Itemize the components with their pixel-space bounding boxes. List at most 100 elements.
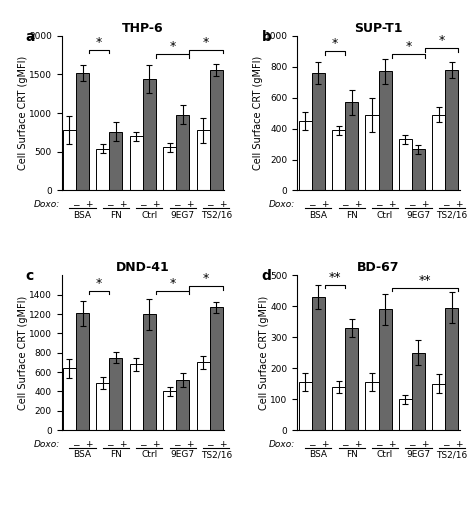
Bar — [76, 313, 89, 430]
Bar — [399, 139, 412, 190]
Text: −: − — [139, 440, 146, 449]
Bar — [96, 148, 109, 190]
Text: FN: FN — [110, 210, 122, 220]
Text: *: * — [405, 40, 411, 53]
Text: Doxo:: Doxo: — [34, 201, 60, 209]
Text: *: * — [170, 277, 176, 290]
Bar — [197, 130, 210, 190]
Y-axis label: Cell Surface CRT (gMFI): Cell Surface CRT (gMFI) — [259, 295, 269, 410]
Text: +: + — [152, 201, 160, 209]
Bar — [332, 387, 345, 430]
Bar — [96, 383, 109, 430]
Bar — [210, 307, 223, 430]
Bar — [446, 70, 458, 190]
Text: −: − — [106, 440, 113, 449]
Text: −: − — [72, 440, 80, 449]
Text: −: − — [308, 440, 315, 449]
Bar — [176, 380, 190, 430]
Text: +: + — [219, 440, 227, 449]
Text: −: − — [173, 440, 180, 449]
Text: −: − — [341, 440, 349, 449]
Bar — [76, 73, 89, 190]
Text: 9EG7: 9EG7 — [171, 450, 195, 459]
Text: −: − — [375, 440, 382, 449]
Text: TS2/16: TS2/16 — [437, 210, 467, 220]
Text: 9EG7: 9EG7 — [406, 450, 430, 459]
Text: −: − — [139, 201, 146, 209]
Text: Ctrl: Ctrl — [377, 450, 393, 459]
Text: **: ** — [419, 274, 431, 287]
Bar — [130, 365, 143, 430]
Y-axis label: Cell Surface CRT (gMFI): Cell Surface CRT (gMFI) — [253, 56, 263, 170]
Bar — [399, 399, 412, 430]
Text: Ctrl: Ctrl — [141, 450, 157, 459]
Bar — [332, 130, 345, 190]
Text: +: + — [85, 201, 93, 209]
Bar — [311, 297, 325, 430]
Text: +: + — [186, 201, 193, 209]
Bar — [299, 382, 311, 430]
Text: *: * — [332, 37, 338, 50]
Text: +: + — [85, 440, 93, 449]
Text: TS2/16: TS2/16 — [201, 210, 232, 220]
Bar — [197, 362, 210, 430]
Text: a: a — [26, 30, 36, 44]
Text: Ctrl: Ctrl — [377, 210, 393, 220]
Bar — [63, 130, 76, 190]
Bar — [432, 383, 446, 430]
Bar — [379, 71, 392, 190]
Text: 9EG7: 9EG7 — [171, 210, 195, 220]
Text: +: + — [152, 440, 160, 449]
Bar — [176, 115, 190, 190]
Y-axis label: Cell Surface CRT (gMFI): Cell Surface CRT (gMFI) — [18, 295, 27, 410]
Bar — [163, 147, 176, 190]
Bar — [143, 79, 156, 190]
Bar — [432, 115, 446, 190]
Text: *: * — [96, 36, 102, 49]
Text: +: + — [321, 440, 328, 449]
Text: FN: FN — [110, 450, 122, 459]
Text: b: b — [262, 30, 272, 44]
Text: −: − — [375, 201, 382, 209]
Text: −: − — [72, 201, 80, 209]
Bar — [130, 136, 143, 190]
Text: −: − — [206, 201, 213, 209]
Text: BSA: BSA — [73, 210, 91, 220]
Text: +: + — [118, 440, 126, 449]
Bar — [345, 102, 358, 190]
Text: TS2/16: TS2/16 — [437, 450, 467, 459]
Bar — [143, 314, 156, 430]
Text: −: − — [106, 201, 113, 209]
Text: Doxo:: Doxo: — [34, 440, 60, 449]
Text: 9EG7: 9EG7 — [406, 210, 430, 220]
Text: *: * — [203, 36, 209, 49]
Text: +: + — [118, 201, 126, 209]
Text: −: − — [206, 440, 213, 449]
Text: +: + — [219, 201, 227, 209]
Bar — [412, 353, 425, 430]
Bar — [109, 357, 122, 430]
Text: FN: FN — [346, 450, 357, 459]
Text: +: + — [355, 201, 362, 209]
Text: −: − — [408, 440, 416, 449]
Text: **: ** — [328, 271, 341, 284]
Title: THP-6: THP-6 — [122, 22, 164, 35]
Text: *: * — [203, 272, 209, 285]
Text: +: + — [388, 201, 395, 209]
Text: c: c — [26, 269, 34, 283]
Text: −: − — [308, 201, 315, 209]
Text: Doxo:: Doxo: — [269, 440, 295, 449]
Text: −: − — [173, 201, 180, 209]
Text: Doxo:: Doxo: — [269, 201, 295, 209]
Text: d: d — [262, 269, 272, 283]
Title: BD-67: BD-67 — [357, 261, 400, 274]
Title: DND-41: DND-41 — [116, 261, 170, 274]
Text: *: * — [96, 277, 102, 290]
Text: −: − — [442, 201, 449, 209]
Text: −: − — [442, 440, 449, 449]
Text: +: + — [186, 440, 193, 449]
Text: BSA: BSA — [309, 450, 327, 459]
Text: BSA: BSA — [309, 210, 327, 220]
Text: Ctrl: Ctrl — [141, 210, 157, 220]
Y-axis label: Cell Surface CRT (gMFI): Cell Surface CRT (gMFI) — [18, 56, 27, 170]
